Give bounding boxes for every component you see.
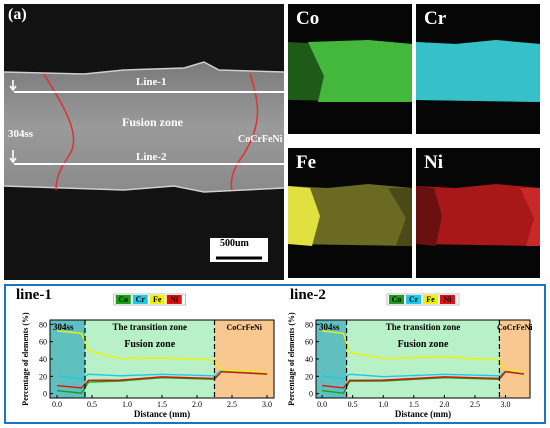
series-line-fe — [56, 330, 268, 374]
right-material-label: CoCrFeNi — [238, 134, 283, 145]
region-label-fusion: Fusion zone — [398, 339, 449, 350]
map-fe-label: Fe — [296, 152, 317, 173]
x-tick-label: 3.0 — [501, 400, 511, 409]
legend-swatch-ni — [166, 295, 182, 304]
line-2-title: line-2 — [290, 287, 326, 303]
scale-bar-label: 500um — [220, 238, 249, 249]
legend-swatch-fe — [423, 295, 438, 304]
region-label-transition: The transition zone — [112, 322, 187, 332]
y-tick-label: 0 — [43, 390, 47, 399]
region-label-cocrfeni: CoCrFeNi — [226, 323, 262, 332]
x-tick-label: 1.0 — [378, 400, 388, 409]
y-tick-label: 80 — [305, 320, 313, 329]
left-material-label: 304ss — [8, 128, 34, 140]
arrow-down-icon — [9, 150, 17, 164]
x-tick-label: 0.5 — [348, 400, 358, 409]
x-tick-label: 3.0 — [262, 400, 272, 409]
x-tick-label: 0.5 — [87, 400, 97, 409]
line-2-label: Line-2 — [136, 151, 167, 163]
legend-swatch-fe — [149, 295, 165, 304]
sem-image — [4, 4, 284, 280]
map-ni-label: Ni — [424, 152, 443, 173]
map-co: Co — [288, 4, 412, 134]
legend-swatch-cr — [132, 295, 148, 304]
sem-drawing — [4, 4, 284, 280]
line-1-title: line-1 — [16, 287, 52, 303]
x-axis-label: Distance (mm) — [395, 409, 451, 419]
x-axis-label: Distance (mm) — [134, 409, 190, 419]
region-cocrfeni — [499, 320, 530, 398]
x-tick-label: 2.0 — [192, 400, 202, 409]
y-tick-label: 40 — [39, 355, 47, 364]
map-cr-label: Cr — [424, 8, 447, 29]
panel-label: (a) — [8, 6, 27, 23]
y-tick-label: 20 — [39, 372, 47, 381]
legend-swatch-co — [115, 295, 131, 304]
x-tick-label: 2.0 — [439, 400, 449, 409]
series-line-fe — [322, 330, 524, 374]
legend-label-co: Co — [118, 295, 128, 304]
series-line-cr — [322, 370, 524, 380]
region-label-304ss: 304ss — [53, 322, 74, 332]
y-tick-label: 60 — [305, 338, 313, 347]
x-tick-label: 2.5 — [227, 400, 237, 409]
x-tick-label: 1.5 — [409, 400, 419, 409]
legend-label-cr: Cr — [136, 295, 146, 304]
x-tick-label: 1.5 — [157, 400, 167, 409]
ni-map-image — [416, 148, 540, 278]
line-1-chart: 0 20 40 60 80 0.0 0.5 1.0 1.5 2.0 2.5 3.0 Distance (… — [21, 293, 275, 419]
fusion-zone-label: Fusion zone — [122, 115, 184, 129]
line-1-label: Line-1 — [136, 76, 167, 88]
legend-swatch-cr — [406, 295, 421, 304]
x-tick-label: 1.0 — [122, 400, 132, 409]
map-fe: Fe — [288, 148, 412, 278]
y-tick-label: 0 — [309, 390, 313, 399]
legend-swatch-ni — [440, 295, 455, 304]
region-label-fusion: Fusion zone — [124, 339, 175, 350]
y-tick-label: 20 — [305, 372, 313, 381]
x-tick-label: 2.5 — [470, 400, 480, 409]
legend-label-cr: Cr — [409, 295, 419, 304]
co-map-image — [288, 4, 412, 134]
fe-map-image — [288, 148, 412, 278]
region-label-transition: The transition zone — [386, 322, 461, 332]
region-label-cocrfeni: CoCrFeNi — [497, 323, 533, 332]
series-line-cr — [56, 369, 268, 380]
map-cr: Cr — [416, 4, 540, 134]
y-axis-label: Percentage of elements (%) — [287, 312, 296, 406]
legend-label-ni: Ni — [444, 295, 453, 304]
legend-label-fe: Fe — [426, 295, 435, 304]
region-cocrfeni — [214, 320, 274, 398]
y-tick-label: 60 — [39, 338, 47, 347]
cr-map-image — [416, 4, 540, 134]
series-line-ni — [322, 370, 524, 389]
region-label-304ss: 304ss — [319, 322, 340, 332]
legend-label-fe: Fe — [153, 295, 162, 304]
y-tick-label: 40 — [305, 355, 313, 364]
x-tick-label: 0.0 — [317, 400, 327, 409]
legend-label-ni: Ni — [170, 295, 179, 304]
legend-label-co: Co — [392, 295, 402, 304]
map-co-label: Co — [296, 8, 320, 29]
legend-swatch-co — [389, 295, 404, 304]
series-line-ni — [56, 370, 268, 389]
line-2-chart: 0 20 40 60 80 0.0 0.5 1.0 1.5 2.0 2.5 3.0 Distance (… — [287, 293, 533, 419]
line-scan-frame — [4, 284, 546, 424]
map-ni: Ni — [416, 148, 540, 278]
y-tick-label: 80 — [39, 320, 47, 329]
y-axis-label: Percentage of elements (%) — [21, 312, 30, 406]
x-tick-label: 0.0 — [52, 400, 62, 409]
arrow-down-icon — [9, 80, 17, 92]
